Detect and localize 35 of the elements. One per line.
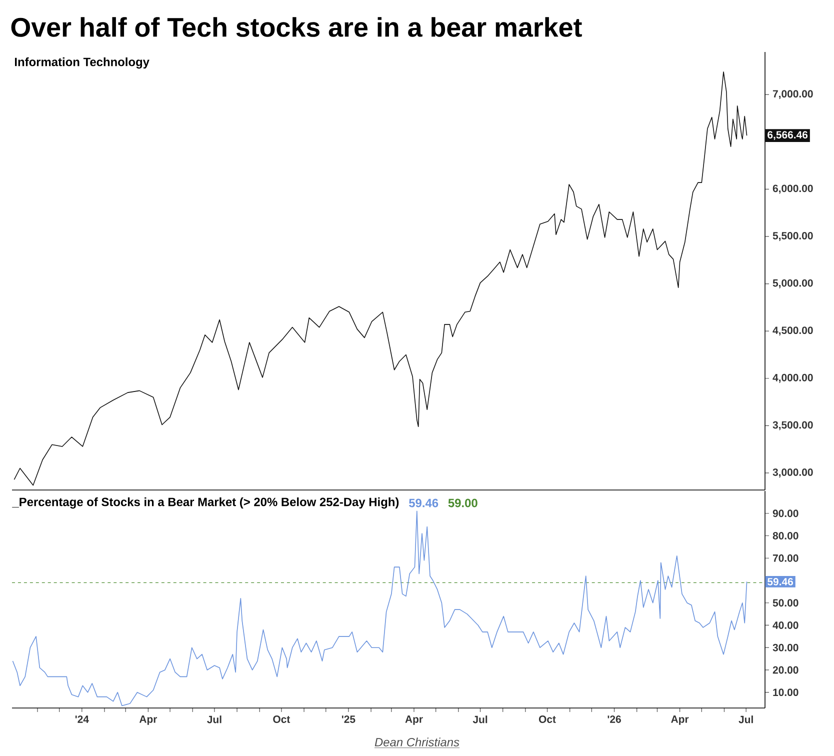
y-tick-label: 20.00 <box>772 666 798 674</box>
x-tick-label: '25 <box>342 716 356 723</box>
annotation: 6,566.46 <box>768 131 808 140</box>
y-tick-label: 40.00 <box>772 622 798 629</box>
y-tick-label: 70.00 <box>772 554 798 562</box>
y-tick-label: 7,000.00 <box>772 90 813 100</box>
y-tick-label: 80.00 <box>772 532 798 540</box>
chart-title: Over half of Tech stocks are in a bear market <box>11 17 582 37</box>
text: Dean Christians <box>374 738 460 746</box>
x-tick-label: Jul <box>738 716 753 724</box>
x-tick-label: Apr <box>671 716 689 725</box>
y-tick-label: 6,000.00 <box>772 184 813 194</box>
x-tick-label: Jul <box>472 716 488 724</box>
y-tick-label: 4,000.00 <box>772 374 813 383</box>
y-tick-label: 5,500.00 <box>772 232 813 241</box>
y-tick-label: 3,500.00 <box>772 421 813 430</box>
annotation: 59.46 <box>409 498 438 508</box>
y-tick-label: 5,000.00 <box>772 279 813 288</box>
ref-line-label: 59.00 <box>448 498 478 508</box>
y-tick-label: 30.00 <box>772 644 798 652</box>
y-tick-label: 90.00 <box>772 510 798 518</box>
x-tick-label: Oct <box>538 716 556 723</box>
y-tick-label: 10.00 <box>773 688 798 696</box>
x-tick-label: '24 <box>75 716 89 723</box>
annotation: 59.46 <box>768 578 793 586</box>
chart-subtitle: Information Technology <box>14 57 150 69</box>
x-tick-label: Apr <box>139 716 158 725</box>
text: _Percentage of Stocks in a Bear Market (> 20% Below 252-Day High) <box>12 497 399 509</box>
x-tick-label: Jul <box>207 716 222 724</box>
y-tick-label: 3,000.00 <box>772 468 813 478</box>
x-tick-label: Oct <box>273 716 290 723</box>
x-tick-label: Apr <box>405 716 423 725</box>
y-tick-label: 4,500.00 <box>772 326 813 336</box>
x-tick-label: '26 <box>608 716 621 723</box>
y-tick-label: 50.00 <box>772 599 798 607</box>
